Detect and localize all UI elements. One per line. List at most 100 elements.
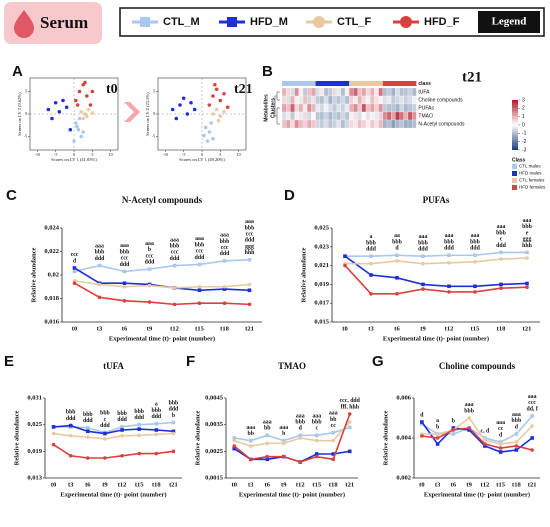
point [314,438,319,443]
significance-label: aaa [512,412,521,418]
y-tick-label: 0,016 [44,318,59,325]
heat-cell [391,103,396,113]
significance-label: bb [248,431,254,437]
colorbar-label: -2 [522,139,527,145]
point [281,441,286,446]
heat-cell [365,95,371,105]
significance-label: bbb [134,409,144,415]
heat-cell [407,95,413,105]
significance-label: aaa [528,394,537,400]
heat-cell [286,111,291,121]
x-tick-label: t18 [152,481,161,488]
point [90,111,95,115]
heat-cell [349,111,354,121]
heat-cell [328,119,333,129]
point [137,422,141,427]
point [222,91,226,96]
heat-cell [340,87,346,97]
heat-cell [361,119,367,129]
heat-cell [298,119,304,129]
series-line [344,265,528,295]
point [395,276,399,280]
y-tick-label: 0,015 [314,318,329,325]
heat-cell [353,103,358,113]
point [447,253,451,258]
heat-cell [412,119,417,129]
point [467,428,471,432]
significance-label: ddd [66,416,76,422]
class-label: class [418,81,431,87]
heat-cell [336,95,341,105]
x-tick-label: t6 [394,325,400,332]
x-tick-label: t21 [345,481,354,488]
point [395,259,399,263]
point [85,94,89,98]
point [120,425,124,429]
significance-label: b [436,424,439,430]
y-tick-label: 0,018 [44,295,59,302]
heat-cell [328,87,333,97]
heat-cell [365,111,371,121]
significance-label: aaa [195,236,204,242]
point [483,438,487,442]
point [86,456,90,460]
y-tick-label: 0,025 [314,224,329,231]
heat-cell [407,111,413,121]
heat-cell [328,95,333,105]
point [514,448,519,452]
heat-cell [328,111,333,121]
class-legend-title: Class [512,157,526,163]
arrow [124,102,140,122]
point [369,254,373,258]
point [211,112,215,116]
heat-cell [307,103,312,113]
y-tick-label: -5 [152,133,155,138]
y-tick-label: 0,006 [396,394,411,401]
point [90,89,95,94]
series-line [53,432,174,440]
point [467,416,471,420]
point [222,301,227,306]
significance-label: ccc [171,250,179,256]
point [120,453,124,458]
point [83,80,87,85]
heat-cell [298,103,304,113]
point [248,438,253,443]
point [499,250,503,255]
heat-cell [370,111,375,121]
heat-cell [302,87,308,97]
significance-label: ddd [444,246,454,252]
point [185,112,190,116]
significance-label: e [526,230,529,236]
point [97,263,102,268]
point [178,103,182,107]
significance-label: bbb [195,242,205,248]
heat-cell [412,95,417,105]
significance-label: aaa [419,234,428,240]
x-tick-label: t12 [481,481,490,488]
heat-cell [386,103,392,113]
point [77,116,82,121]
point [525,281,529,286]
point [172,263,177,268]
point [76,127,81,132]
x-tick-label: t0 [51,481,56,488]
plot-title: t21 [234,82,253,97]
point [247,257,252,262]
heat-cell [340,103,346,113]
heat-cell [361,87,367,97]
point [347,412,352,416]
point [435,442,440,446]
point [498,442,503,446]
heat-cell [302,95,308,105]
significance-label: ddd [169,407,179,413]
heat-cell [302,119,308,129]
significance-label: ggg [245,244,254,250]
point [74,121,78,125]
point [147,283,152,288]
significance-label: bbb [522,224,532,230]
series-line [234,421,351,447]
point [103,456,107,460]
point [483,442,487,446]
point [171,449,176,454]
